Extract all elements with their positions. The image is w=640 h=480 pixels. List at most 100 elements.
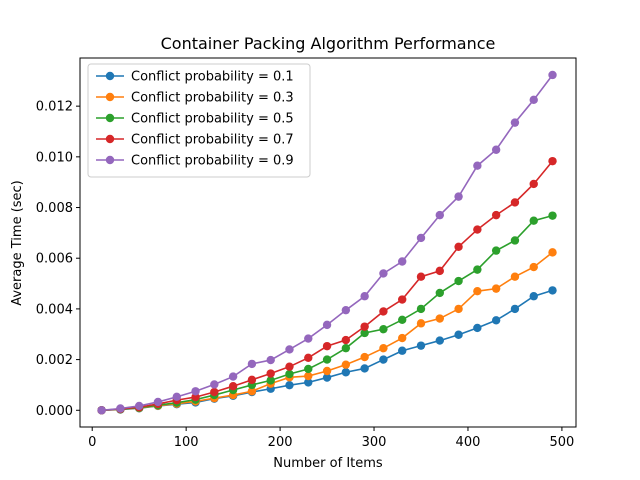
data-point: [473, 225, 482, 234]
data-point: [510, 272, 520, 281]
data-point: [491, 316, 501, 325]
data-point: [529, 292, 538, 301]
legend: Conflict probability = 0.1 Conflict proba…: [87, 63, 311, 178]
x-tick-label: 200: [268, 435, 293, 450]
legend-swatch-marker: [105, 113, 115, 123]
data-point: [548, 211, 557, 220]
legend-item: Conflict probability = 0.1: [96, 70, 294, 85]
data-point: [435, 210, 444, 220]
data-point: [491, 210, 501, 220]
data-point: [285, 380, 294, 390]
data-point: [285, 369, 294, 379]
data-point: [473, 286, 482, 296]
data-point: [454, 242, 463, 252]
chart-title: Container Packing Algorithm Performance: [161, 34, 496, 53]
data-point: [247, 359, 257, 369]
x-tick-label: 300: [362, 435, 387, 450]
data-point: [266, 355, 275, 365]
data-point: [398, 257, 407, 266]
legend-label: Conflict probability = 0.3: [131, 91, 294, 106]
data-point: [510, 236, 520, 245]
data-point: [247, 387, 257, 396]
data-point: [341, 305, 351, 315]
data-point: [379, 355, 388, 364]
data-point: [341, 368, 351, 377]
data-point: [360, 352, 369, 362]
data-point: [473, 323, 482, 333]
data-point: [454, 276, 463, 286]
data-point: [548, 70, 557, 80]
data-point: [510, 304, 520, 314]
data-point: [266, 369, 275, 378]
data-point: [304, 371, 313, 381]
data-point: [379, 269, 388, 278]
data-point: [398, 346, 407, 355]
data-point: [360, 322, 369, 331]
data-point: [304, 364, 313, 374]
legend-item: Conflict probability = 0.3: [96, 91, 294, 106]
series-5: [97, 70, 557, 415]
data-point: [473, 265, 482, 274]
data-point: [341, 343, 351, 353]
data-point: [322, 373, 332, 382]
x-tick-label: 100: [174, 435, 199, 450]
data-point: [398, 333, 407, 343]
data-point: [341, 335, 351, 345]
data-point: [360, 328, 369, 338]
legend-swatch-marker: [105, 134, 115, 144]
data-point: [266, 376, 275, 385]
data-point: [529, 179, 538, 189]
data-point: [454, 330, 463, 339]
data-point: [360, 292, 369, 301]
data-point: [435, 288, 444, 298]
data-point: [416, 304, 426, 314]
data-point: [529, 216, 538, 225]
axes: 0 100 200 300 400 500 0.000 0.002 0.004 0.006 0.00…: [36, 57, 577, 450]
legend-swatch-marker: [105, 155, 115, 165]
data-point: [379, 343, 388, 353]
data-point: [529, 95, 538, 105]
y-tick-label: 0.012: [36, 100, 73, 115]
data-point: [510, 198, 520, 207]
data-point: [416, 233, 426, 243]
data-point: [360, 364, 369, 373]
legend-label: Conflict probability = 0.9: [131, 154, 294, 169]
data-point: [454, 304, 463, 314]
data-point: [398, 295, 407, 304]
data-point: [304, 334, 313, 343]
data-point: [191, 387, 200, 396]
data-point: [191, 392, 200, 402]
data-point: [398, 315, 407, 324]
series-2: [97, 248, 557, 415]
data-point: [210, 387, 219, 397]
data-point: [172, 392, 181, 402]
data-point: [228, 382, 238, 391]
data-point: [379, 307, 388, 316]
data-point: [134, 401, 144, 411]
data-point: [510, 118, 520, 127]
x-tick-label: 400: [456, 435, 481, 450]
x-tick-label: 500: [549, 435, 574, 450]
legend-item: Conflict probability = 0.7: [96, 133, 294, 148]
y-tick-label: 0.008: [36, 201, 73, 216]
data-point: [379, 324, 388, 334]
y-tick-label: 0.006: [36, 252, 73, 267]
legend-box: [87, 63, 311, 178]
data-point: [491, 284, 501, 293]
plot-frame: [79, 57, 577, 428]
data-point: [416, 272, 426, 281]
y-tick-label: 0.004: [36, 302, 73, 317]
data-point: [116, 404, 125, 413]
data-point: [529, 262, 538, 272]
data-point: [416, 319, 426, 328]
legend-swatch-marker: [105, 71, 115, 81]
y-axis-label: Average Time (sec): [10, 180, 25, 306]
legend-label: Conflict probability = 0.5: [131, 112, 294, 127]
legend-swatch-marker: [105, 92, 115, 102]
y-tick-label: 0.002: [36, 353, 73, 368]
data-point: [304, 353, 313, 363]
data-point: [491, 145, 501, 154]
data-point: [285, 362, 294, 371]
data-point: [322, 366, 332, 376]
